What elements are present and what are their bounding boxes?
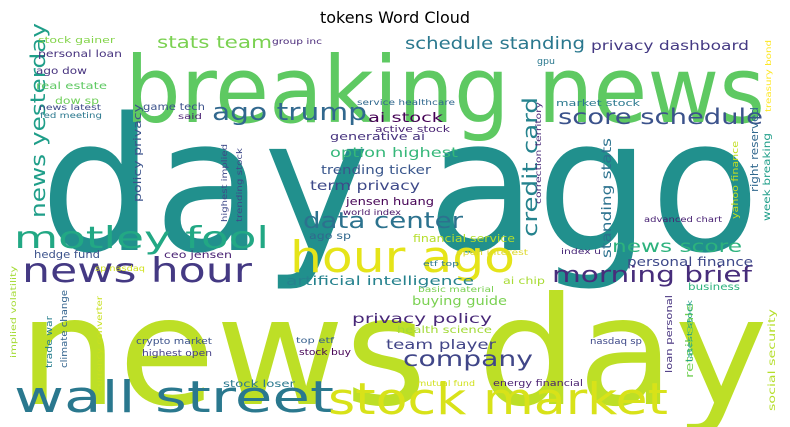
word-nasdaq-sp: nasdaq sp: [590, 337, 642, 347]
word-news-yesterday: news yesterday: [26, 23, 50, 218]
word-hedge-fund: hedge fund: [34, 248, 100, 261]
word-week-breaking: week breaking: [762, 133, 773, 221]
word-personal-loan: personal loan: [38, 49, 122, 60]
word-highest-open: highest open: [142, 349, 212, 359]
word-stock-loser: stock loser: [223, 379, 296, 390]
word-stock-buy: stock buy: [299, 348, 352, 358]
word-energy-financial: energy financial: [493, 379, 583, 389]
word-privacy-policy: privacy policy: [352, 312, 492, 327]
word-news-day: news day: [18, 266, 768, 427]
word-financial-service: financial service: [413, 232, 515, 245]
word-generative-ai: generative ai: [330, 130, 425, 143]
word-option-highest: option highest: [330, 146, 458, 161]
word-buying-guide: buying guide: [412, 294, 507, 308]
word-business: business: [688, 282, 740, 293]
word-treasury-bond: treasury bond: [764, 40, 773, 112]
word-ago-dow: ago dow: [36, 66, 87, 77]
word-day-ago: day ago: [40, 78, 760, 294]
word-ai-stock: ai stock: [368, 111, 444, 126]
word-morning-brief: morning brief: [552, 263, 754, 288]
word-credit-card: credit card: [518, 97, 542, 237]
word-personal-finance: personal finance: [627, 255, 753, 269]
word-ago-sp: ago sp: [309, 231, 351, 242]
word-hour-ago: hour ago: [290, 232, 515, 283]
word-trade-war: trade war: [45, 316, 55, 368]
word-group-inc: group inc: [272, 37, 322, 46]
word-term-privacy: term privacy: [310, 179, 420, 194]
word-world-index: world index: [343, 208, 401, 217]
word-dow-sp: dow sp: [55, 96, 99, 107]
word-right-reserved: right reserved: [748, 107, 761, 192]
word-trending-ticker: trending ticker: [321, 163, 431, 177]
word-active-stock: active stock: [375, 125, 451, 135]
word-yahoo-finance: yahoo finance: [731, 140, 741, 219]
word-company: company: [403, 347, 533, 371]
word-motley-fool: motley fool: [14, 221, 269, 256]
word-ceo-jensen: ceo jensen: [164, 250, 232, 261]
word-data-center: data center: [303, 209, 464, 234]
word-basic-material: basic material: [418, 285, 494, 294]
word-jensen-huang: jensen huang: [345, 195, 434, 208]
word-wall-street: wall street: [14, 372, 334, 423]
word-index-u: index u: [561, 247, 601, 256]
word-etf-top: etf top: [423, 260, 460, 268]
word-mutual-fund: mutual fund: [417, 379, 475, 388]
word-news-score: news score: [612, 237, 742, 257]
word-implied-volatility: implied volatility: [9, 266, 18, 358]
word-open-interest: open interest: [456, 248, 528, 257]
word-loan-personal: loan personal: [665, 295, 675, 373]
word-stock-market: stock market: [328, 374, 668, 425]
word-top-etf: top etf: [296, 336, 334, 345]
word-real-estate: real estate: [36, 81, 107, 92]
word-ai-chip: ai chip: [503, 276, 545, 287]
word-health-science: health science: [397, 325, 492, 336]
word-gpu: gpu: [537, 57, 555, 67]
word-retail-sale: retail sale: [683, 303, 696, 378]
word-climate-change: climate change: [60, 289, 70, 368]
word-market-stock: market stock: [556, 99, 641, 109]
word-policy-privacy: policy privacy: [131, 103, 144, 202]
word-correction-territory: correction territory: [534, 102, 543, 204]
word-news-latest: news latest: [39, 103, 101, 112]
word-stock-gainer: stock gainer: [38, 36, 115, 46]
word-score-schedule: score schedule: [558, 105, 763, 129]
word-stats-team: stats team: [157, 33, 272, 53]
word-latest-stock: latest stock: [686, 299, 694, 362]
word-advanced-chart: advanced chart: [644, 215, 722, 224]
word-sp-nasdaq: sp nasdaq: [95, 264, 145, 273]
word-highest-implied: highest implied: [220, 144, 229, 222]
word-ago-trump: ago trump: [212, 98, 367, 126]
word-artificial-intelligence: artificial intelligence: [286, 274, 474, 288]
word-schedule-standing: schedule standing: [405, 34, 585, 54]
word-breaking-news: breaking news: [125, 37, 765, 144]
word-standing-stats: standing stats: [600, 138, 615, 258]
word-game-tech: game tech: [143, 102, 205, 113]
word-team-player: team player: [386, 338, 497, 353]
word-social-security: social security: [767, 309, 778, 411]
word-fed-meeting: fed meeting: [40, 111, 102, 120]
word-news-hour: news hour: [22, 251, 252, 291]
word-privacy-dashboard: privacy dashboard: [591, 39, 749, 54]
word-said: said: [178, 112, 202, 121]
word-currency-converter: currency converter: [95, 295, 104, 392]
word-service-healthcare: service healthcare: [357, 98, 455, 107]
word-crypto-market: crypto market: [136, 337, 213, 347]
word-trending-stock: trending stock: [235, 148, 244, 222]
chart-title: tokens Word Cloud: [319, 8, 471, 27]
